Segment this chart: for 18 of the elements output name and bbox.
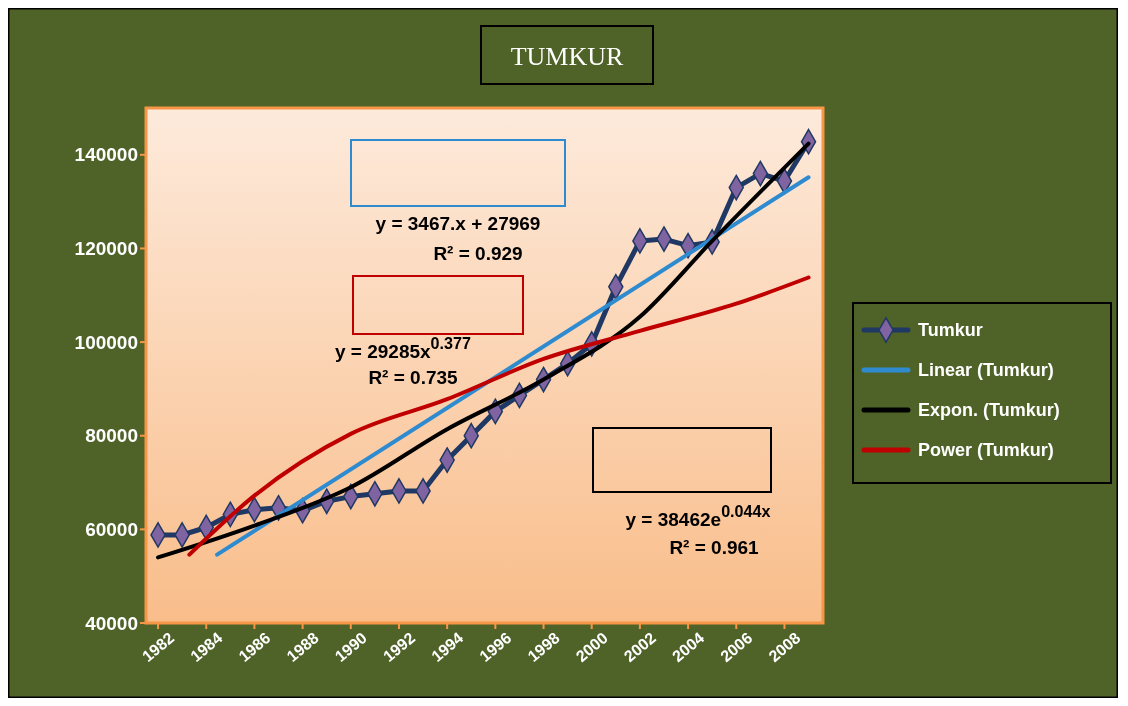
legend-label: Linear (Tumkur) <box>918 360 1054 381</box>
y-tick-label: 140000 <box>74 144 138 166</box>
annotation: R² = 0.961 <box>669 537 760 558</box>
legend-label: Expon. (Tumkur) <box>918 400 1060 421</box>
legend-label: Power (Tumkur) <box>918 440 1054 461</box>
annotation: y = 38462e$^{0.044x}$ <box>625 502 771 530</box>
line-series <box>187 275 811 557</box>
legend-label: Tumkur <box>918 320 983 341</box>
annotation: R² = 0.735 <box>368 367 459 388</box>
annotation: R² = 0.929 <box>433 243 523 264</box>
y-tick-label: 80000 <box>85 425 138 447</box>
y-tick-label: 60000 <box>85 519 138 541</box>
chart-title: TUMKUR <box>510 42 624 71</box>
y-tick-label: 120000 <box>74 238 138 260</box>
y-tick-label: 40000 <box>85 612 138 634</box>
annotation: y = 3467.x + 27969 <box>375 213 541 234</box>
y-tick-label: 100000 <box>74 331 138 353</box>
annotation: y = 29285x$^{0.377}$ <box>334 334 472 362</box>
